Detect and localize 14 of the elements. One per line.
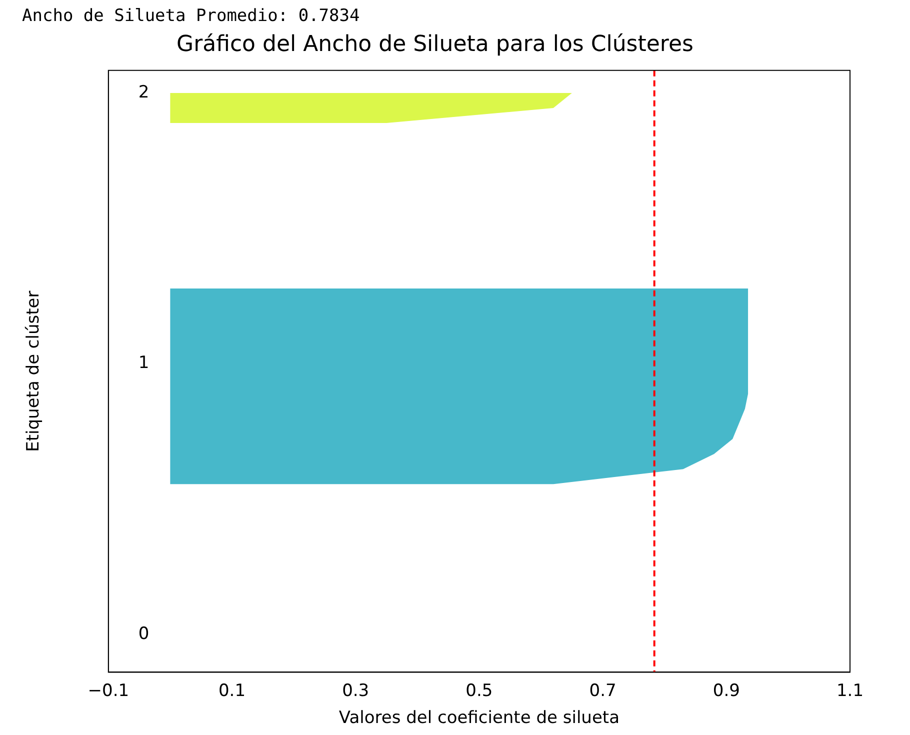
- x-tick-label: −0.1: [88, 680, 130, 701]
- x-axis-title: Valores del coeficiente de silueta: [338, 708, 620, 728]
- x-tick-label: 0.7: [589, 680, 616, 701]
- y-axis-title: Etiqueta de clúster: [24, 290, 44, 452]
- y-tick-label: 2: [138, 82, 150, 102]
- x-tick-label: 0.9: [712, 680, 740, 701]
- x-tick-label: 1.1: [836, 680, 864, 701]
- y-tick-label: 0: [138, 624, 150, 644]
- x-tick-label: 0.5: [466, 680, 493, 701]
- text: Ancho de Silueta Promedio: 0.7834: [21, 5, 361, 28]
- y-tick-label: 1: [138, 353, 150, 374]
- x-tick-label: 0.3: [342, 680, 370, 701]
- x-tick-label: 0.1: [218, 680, 246, 701]
- chart-title: Gráfico del Ancho de Silueta para los Clústeres: [176, 32, 694, 57]
